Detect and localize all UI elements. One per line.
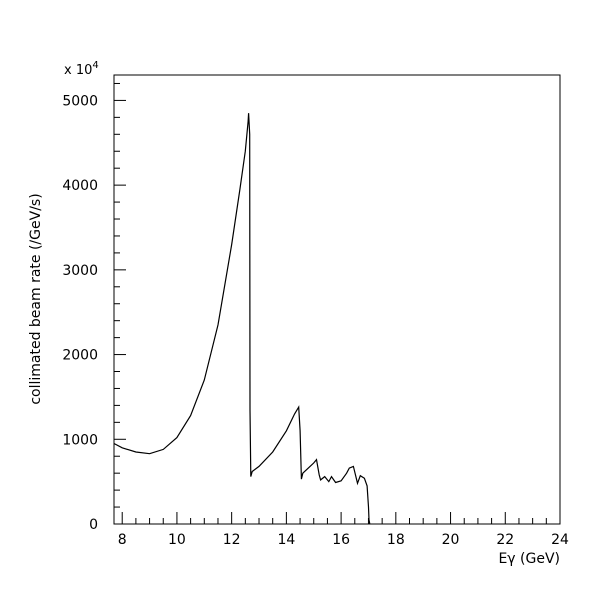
x-tick-label: 16 [332, 532, 350, 548]
y-tick-label: 0 [89, 517, 98, 533]
plot-frame [113, 74, 561, 525]
y-tick-label: 1000 [62, 432, 98, 448]
y-axis-label: collimated beam rate (/GeV/s) [28, 193, 44, 404]
y-tick-label: 5000 [62, 93, 98, 109]
x-tick-label: 10 [168, 532, 186, 548]
x-axis-ticks: 8 10 12 14 16 18 20 22 24 [118, 512, 569, 548]
x-tick-label: 24 [551, 532, 569, 548]
x-tick-label: 22 [496, 532, 514, 548]
y-tick-label: 4000 [62, 178, 98, 194]
series-line [113, 113, 371, 525]
y-tick-label: 2000 [62, 348, 98, 364]
x-tick-label: 20 [442, 532, 460, 548]
x-tick-label: 14 [277, 532, 295, 548]
x-tick-label: 18 [387, 532, 405, 548]
y-multiplier: x 104 [64, 60, 99, 78]
x-axis-label: Eγ (GeV) [498, 551, 560, 567]
y-multiplier-exponent: 4 [92, 60, 98, 71]
x-tick-label: 12 [223, 532, 241, 548]
y-axis-ticks: 0 1000 2000 3000 4000 5000 [62, 82, 126, 533]
x-tick-label: 8 [118, 532, 127, 548]
y-tick-label: 3000 [62, 263, 98, 279]
y-multiplier-base: x 10 [64, 63, 92, 78]
